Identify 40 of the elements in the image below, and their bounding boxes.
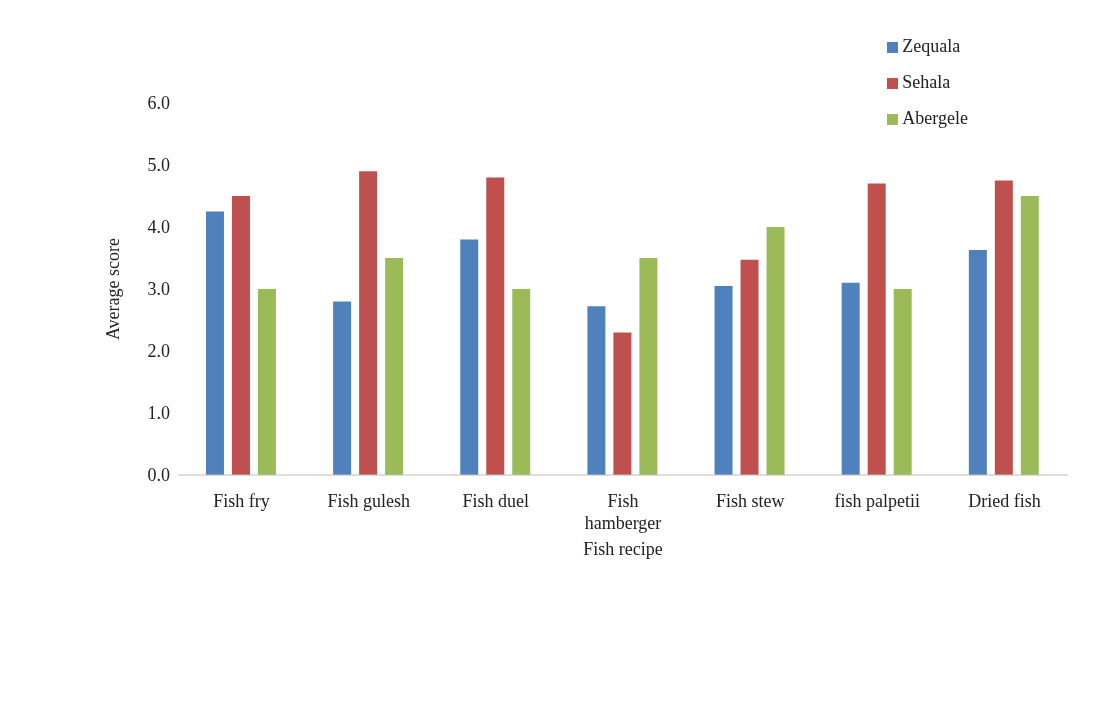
x-tick-label: Fish fry bbox=[213, 491, 270, 512]
bar bbox=[486, 177, 505, 475]
legend-label: Zequala bbox=[902, 36, 961, 56]
bar bbox=[893, 289, 912, 475]
x-tick-label: Fish duel bbox=[462, 491, 530, 512]
bar bbox=[587, 306, 606, 475]
bar bbox=[639, 258, 658, 475]
bar bbox=[994, 180, 1013, 475]
bar bbox=[1020, 196, 1039, 475]
bar bbox=[205, 211, 224, 475]
legend-label: Sehala bbox=[902, 72, 951, 92]
x-tick-label: fish palpetii bbox=[834, 491, 921, 512]
bar bbox=[714, 285, 733, 475]
x-axis-title: Fish recipe bbox=[583, 539, 663, 559]
legend-label: Abergele bbox=[902, 108, 968, 128]
y-tick-label: 1.0 bbox=[147, 403, 170, 424]
x-tick-label: Fish gulesh bbox=[327, 491, 410, 512]
x-tick-label: Fish stew bbox=[715, 491, 785, 512]
bar bbox=[867, 183, 886, 475]
bar bbox=[257, 289, 276, 475]
y-tick-label: 4.0 bbox=[147, 217, 170, 238]
bar bbox=[841, 282, 860, 475]
y-tick-label: 6.0 bbox=[147, 93, 170, 114]
y-tick-label: 2.0 bbox=[147, 341, 170, 362]
bar bbox=[460, 239, 479, 475]
y-tick-label: 3.0 bbox=[147, 279, 170, 300]
y-tick-label: 0.0 bbox=[147, 465, 170, 486]
bar bbox=[231, 196, 250, 475]
bar bbox=[740, 259, 759, 475]
x-tick-label: Dried fish bbox=[968, 491, 1041, 512]
bar bbox=[512, 289, 531, 475]
y-tick-label: 5.0 bbox=[147, 155, 170, 176]
y-axis-title: Average score bbox=[103, 237, 124, 341]
bar bbox=[333, 301, 352, 475]
bar bbox=[359, 171, 378, 475]
x-tick-label: Fish hamberger bbox=[584, 491, 662, 533]
bar bbox=[766, 227, 785, 475]
bar bbox=[385, 258, 404, 475]
bar bbox=[613, 332, 632, 475]
bar bbox=[968, 249, 987, 475]
